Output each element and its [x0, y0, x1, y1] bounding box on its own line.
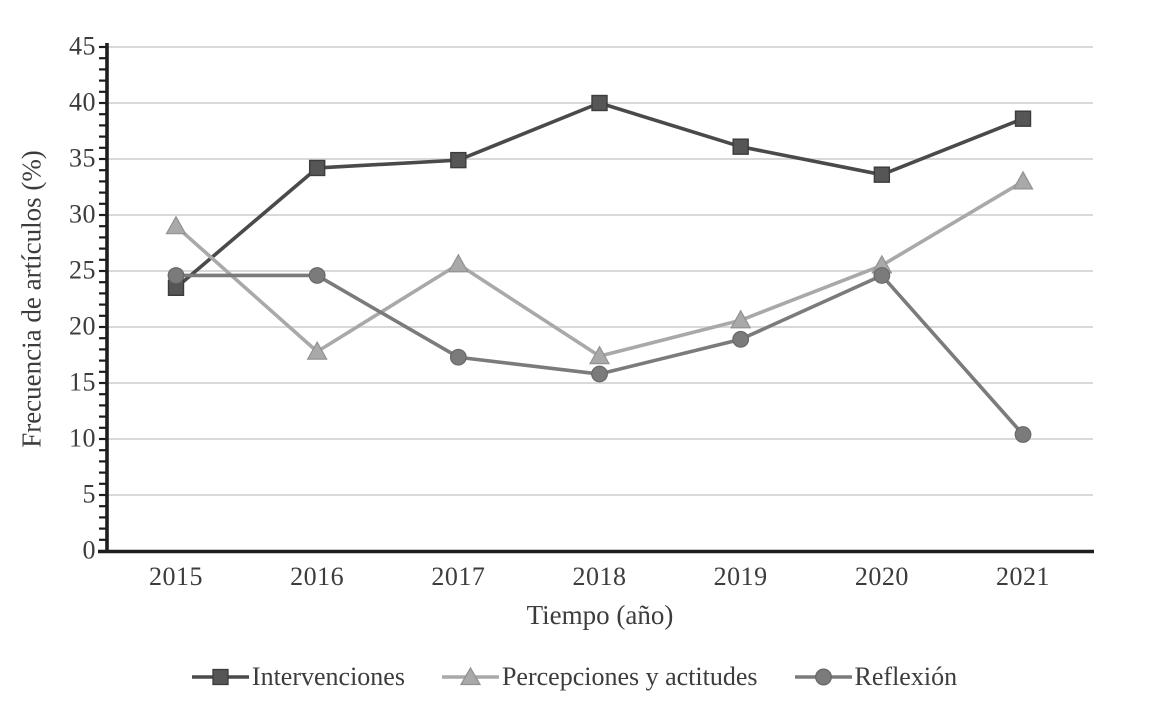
x-tick-label: 2018 [572, 562, 627, 591]
x-tick-label: 2017 [431, 562, 486, 591]
y-tick-label: 5 [82, 479, 96, 509]
data-point-marker-square [732, 138, 749, 155]
data-point-marker-triangle [588, 345, 611, 365]
y-tick-label: 30 [69, 199, 96, 229]
data-point-marker-triangle [306, 340, 328, 360]
data-point-marker-triangle [730, 309, 752, 329]
x-axis-title: Tiempo (año) [526, 600, 674, 630]
data-point-marker-circle [167, 267, 185, 284]
legend-label: Percepciones y actitudes [501, 662, 758, 691]
y-tick-label: 20 [69, 311, 96, 341]
data-point-marker-square [1014, 110, 1032, 127]
y-tick-label: 0 [82, 535, 96, 565]
data-point-marker-square [873, 166, 891, 183]
data-point-marker-circle [1014, 426, 1032, 443]
legend-marker-square-icon [191, 668, 249, 686]
series-line-square [174, 101, 1025, 290]
y-tick-label: 35 [69, 143, 96, 173]
y-tick-label: 25 [69, 255, 96, 285]
data-point-marker-circle [873, 267, 891, 284]
x-tick-label: 2020 [854, 562, 909, 591]
x-tick-label: 2015 [149, 562, 203, 591]
y-tick-label: 15 [69, 367, 96, 397]
y-axis-title: Frecuencia de artículos (%) [16, 150, 47, 448]
legend-marker-circle-icon [794, 668, 852, 686]
x-tick-label: 2019 [713, 562, 768, 591]
x-tick-label: 2016 [290, 562, 345, 591]
data-point-marker-circle [449, 348, 467, 366]
data-point-marker-triangle [447, 253, 469, 273]
data-point-marker-triangle [165, 215, 187, 235]
series-line-triangle [174, 179, 1025, 358]
data-point-marker-circle [308, 267, 326, 284]
legend-item-square: Intervenciones [191, 662, 405, 692]
y-tick-label: 10 [69, 423, 96, 453]
legend-item-circle: Reflexión [794, 662, 958, 692]
data-point-marker-circle [591, 365, 608, 383]
legend-label: Intervenciones [251, 662, 405, 691]
data-point-marker-triangle [1012, 170, 1034, 190]
data-point-marker-square [450, 151, 467, 169]
data-point-marker-square [308, 159, 326, 177]
y-tick-label: 40 [69, 87, 96, 117]
y-tick-label: 45 [69, 31, 96, 61]
legend-item-triangle: Percepciones y actitudes [441, 662, 758, 692]
x-tick-label: 2021 [996, 562, 1051, 591]
legend-marker-triangle-icon [441, 666, 499, 686]
data-point-marker-square [591, 94, 608, 112]
chart-legend: Intervenciones Percepciones y actitudes Re… [0, 662, 1149, 692]
data-point-marker-circle [732, 330, 750, 348]
legend-label: Reflexión [854, 662, 958, 691]
